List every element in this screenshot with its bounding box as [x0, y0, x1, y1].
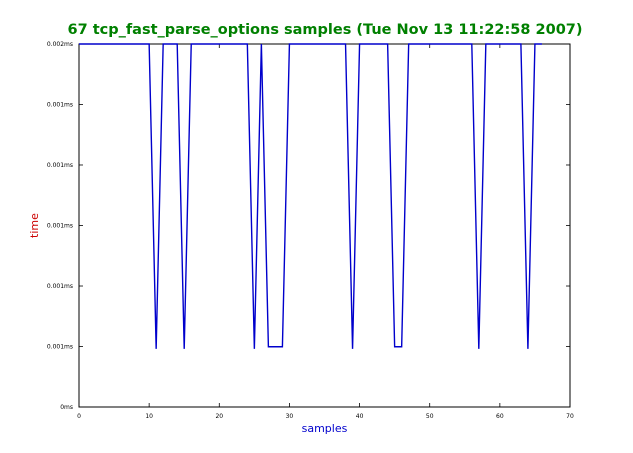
x-axis-label: samples [302, 422, 348, 435]
x-tick-label-7: 70 [566, 413, 574, 420]
y-tick-label-2: 0.001ms [47, 283, 73, 290]
series-line-time [79, 43, 542, 349]
x-tick-label-4: 40 [356, 413, 364, 420]
y-tick-label-6: 0.002ms [47, 41, 73, 48]
x-tick-label-1: 10 [145, 413, 153, 420]
y-tick-label-1: 0.001ms [47, 343, 73, 350]
x-tick-label-0: 0 [77, 413, 81, 420]
x-tick-label-6: 60 [496, 413, 504, 420]
y-tick-label-3: 0.001ms [47, 223, 73, 230]
y-tick-label-0: 0ms [60, 404, 73, 411]
y-axis-ticks: 0ms 0.001ms 0.001ms 0.001ms 0.001ms 0.001ms 0.… [47, 41, 570, 411]
y-axis-label: time [28, 213, 41, 238]
y-tick-label-4: 0.001ms [47, 162, 73, 169]
x-tick-label-5: 50 [426, 413, 434, 420]
chart-title: 67 tcp_fast_parse_options samples (Tue N… [67, 22, 582, 38]
x-tick-label-3: 30 [286, 413, 294, 420]
y-tick-label-5: 0.001ms [47, 102, 73, 109]
plot-frame [78, 43, 571, 408]
x-tick-label-2: 20 [215, 413, 223, 420]
